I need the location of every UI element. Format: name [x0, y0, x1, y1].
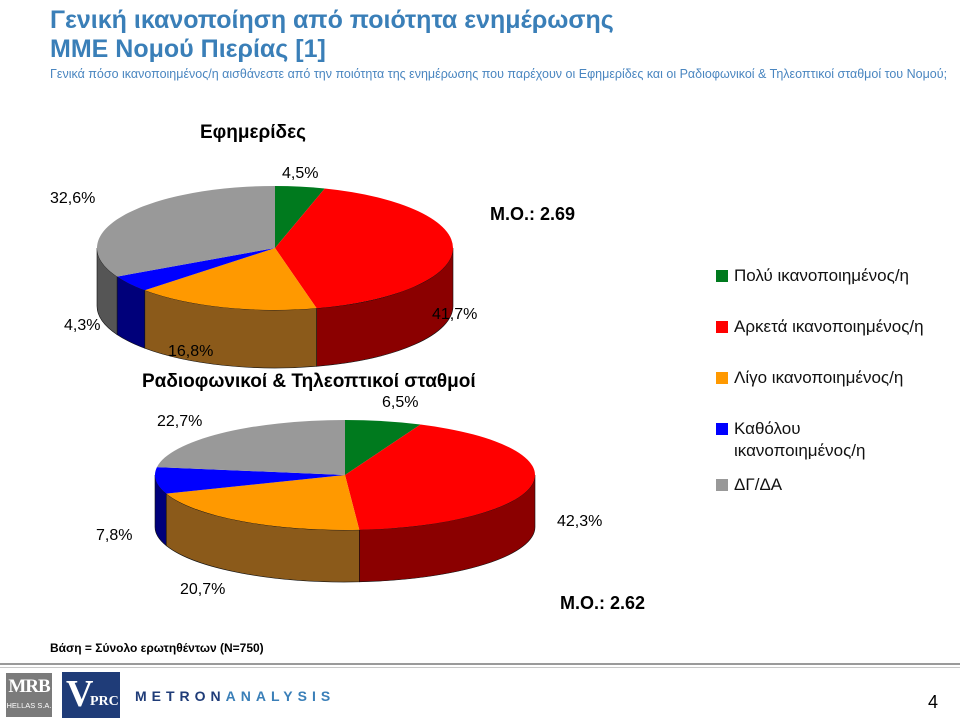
chart-title-newspapers: Εφημερίδες [200, 122, 306, 143]
chart-title-radio-tv: Ραδιοφωνικοί & Τηλεοπτικοί σταθμοί [142, 371, 476, 392]
page-title: Γενική ικανοποίηση από ποιότητα ενημέρωσ… [50, 6, 930, 64]
base-note: Βάση = Σύνολο ερωτηθέντων (N=750) [50, 641, 264, 655]
data-label-radio-little: 20,7% [180, 581, 226, 598]
pie-newspapers-slice-little [144, 248, 317, 310]
mrb-logo: MRB HELLAS S.A. [6, 673, 52, 717]
data-label-radio-very: 6,5% [382, 394, 419, 411]
mean-newspapers: Μ.Ο.: 2.69 [490, 204, 576, 224]
pie-radio-tv [154, 419, 536, 583]
legend-item-very: Πολύ ικανοποιημένος/η [716, 265, 956, 287]
chart-legend: Πολύ ικανοποιημένος/η Αρκετά ικανοποιημέ… [716, 265, 956, 496]
legend-swatch-fairly [716, 321, 728, 333]
legend-item-fairly: Αρκετά ικανοποιημένος/η [716, 316, 956, 338]
footer-divider [0, 663, 960, 665]
pie-radio-slice-little [166, 475, 360, 530]
data-label-newspapers-very: 4,5% [282, 165, 319, 182]
question-subtitle: Γενικά πόσο ικανοποιημένος/η αισθάνεστε … [50, 67, 948, 81]
data-label-radio-fairly: 42,3% [557, 513, 603, 530]
legend-label-fairly: Αρκετά ικανοποιημένος/η [734, 317, 924, 336]
legend-item-dk: ΔΓ/ΔΑ [716, 474, 956, 496]
legend-label-not: Καθόλου ικανοποιημένος/η [734, 419, 866, 460]
pie-newspapers-slice-very [275, 186, 325, 248]
legend-item-not: Καθόλου ικανοποιημένος/η [716, 418, 909, 462]
legend-swatch-very [716, 270, 728, 282]
pie-radio-slice-dk [156, 419, 345, 475]
page-title-line2: ΜΜΕ Νομού Πιερίας [1] [50, 35, 326, 63]
pie-newspapers-slice-fairly [275, 188, 453, 309]
metron-analysis-logo: METRONANALYSIS [135, 688, 335, 704]
vprc-logo-text: PRC [90, 694, 119, 709]
metron-logo-text-a: METRON [135, 688, 226, 704]
metron-logo-text-b: ANALYSIS [225, 688, 336, 704]
legend-item-little: Λίγο ικανοποιημένος/η [716, 367, 956, 389]
legend-label-very: Πολύ ικανοποιημένος/η [734, 266, 910, 285]
pie-radio-slice-not [155, 467, 345, 494]
footer-divider-thin [0, 667, 960, 668]
data-label-radio-not: 7,8% [96, 527, 133, 544]
legend-swatch-little [716, 372, 728, 384]
pie-newspapers-slice-dk [97, 186, 276, 277]
vprc-logo-v: V [66, 673, 94, 715]
data-label-newspapers-fairly: 41,7% [432, 306, 478, 323]
legend-label-dk: ΔΓ/ΔΑ [734, 475, 783, 494]
data-label-newspapers-little: 16,8% [168, 343, 214, 360]
legend-label-little: Λίγο ικανοποιημένος/η [734, 368, 904, 387]
legend-swatch-not [716, 423, 728, 435]
pie-newspapers [96, 186, 454, 369]
pie-radio-slice-fairly [345, 424, 535, 530]
page-title-line1: Γενική ικανοποίηση από ποιότητα ενημέρωσ… [50, 6, 614, 34]
page-number: 4 [928, 692, 939, 712]
data-label-newspapers-not: 4,3% [64, 317, 101, 334]
pie-radio-slice-very [345, 420, 421, 475]
pie-charts-svg [96, 186, 536, 583]
data-label-newspapers-dk: 32,6% [50, 190, 96, 207]
data-label-radio-dk: 22,7% [157, 413, 203, 430]
legend-swatch-dk [716, 479, 728, 491]
mrb-logo-subtext: HELLAS S.A. [6, 701, 52, 710]
mrb-logo-text: MRB [8, 676, 50, 697]
pie-newspapers-slice-not [117, 248, 275, 291]
vprc-logo: V PRC [62, 672, 120, 718]
mean-radio-tv: Μ.Ο.: 2.62 [560, 593, 646, 613]
